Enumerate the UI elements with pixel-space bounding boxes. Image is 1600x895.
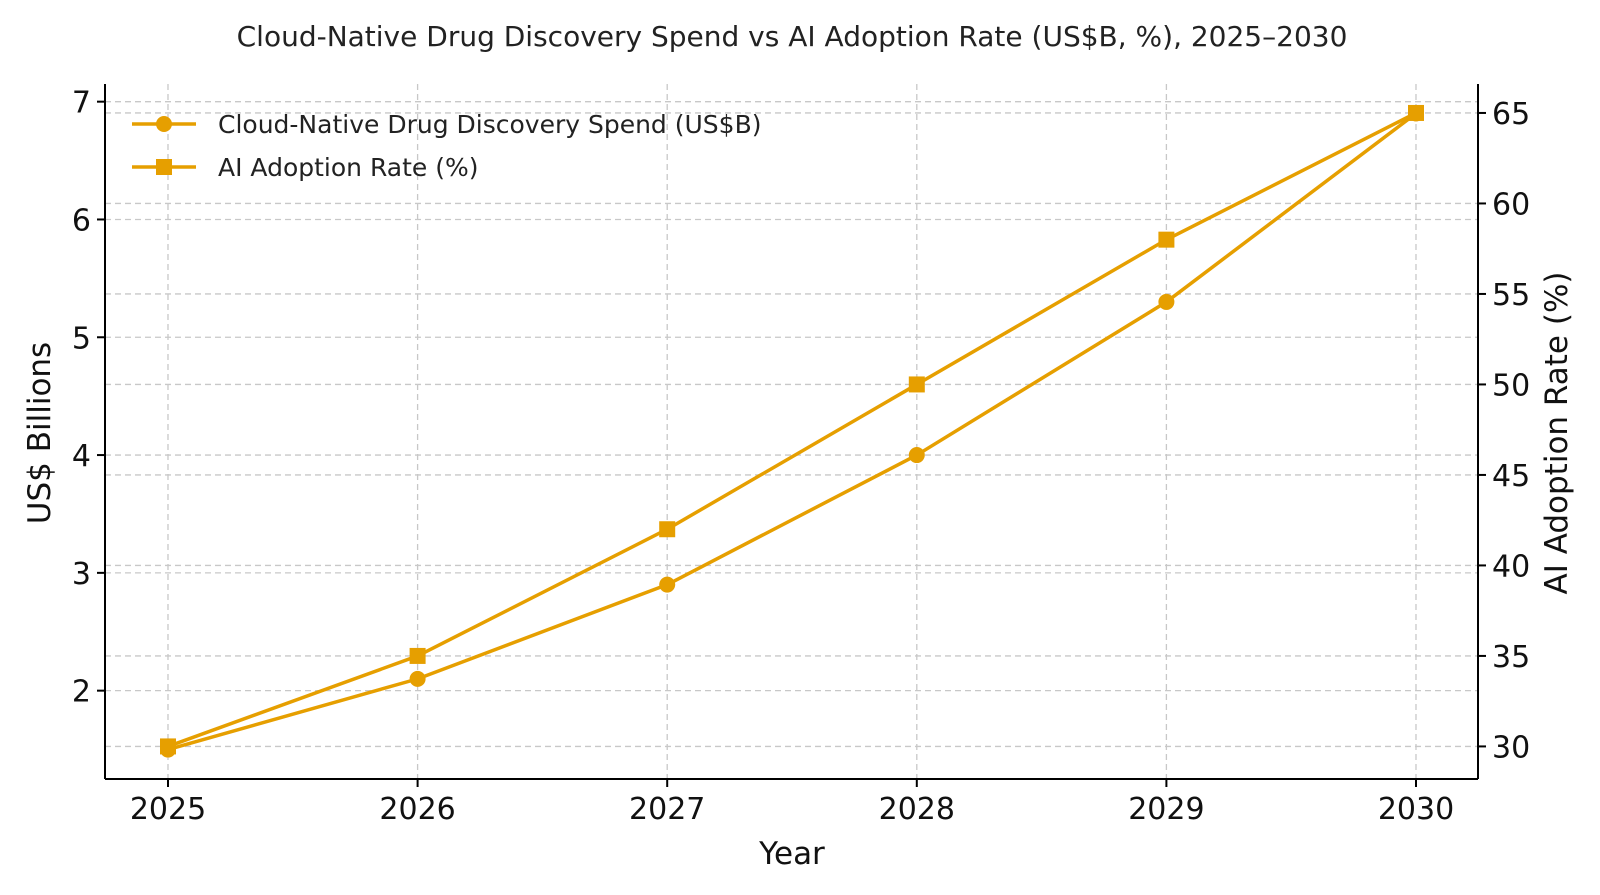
x-tick-label: 2028 — [879, 792, 955, 827]
y-tick-label: 6 — [72, 203, 91, 238]
data-point-square — [908, 376, 925, 393]
right-y-tick-label: 30 — [1492, 730, 1530, 765]
data-point-square — [160, 738, 176, 755]
data-point-circle — [1158, 293, 1175, 310]
legend-label: Cloud-Native Drug Discovery Spend (US$B) — [218, 110, 761, 139]
right-y-axis-ticks: 30 35 40 45 50 55 60 65 — [1478, 97, 1530, 765]
legend-marker-square — [156, 159, 172, 175]
right-y-tick-label: 35 — [1492, 640, 1530, 675]
x-axis-ticks: 2025 2026 2027 2028 2029 2030 — [130, 779, 1454, 827]
data-point-square — [1158, 231, 1175, 248]
x-tick-label: 2029 — [1128, 792, 1204, 827]
data-point-circle — [409, 670, 426, 687]
right-y-tick-label: 45 — [1492, 459, 1530, 494]
x-axis-title: Year — [758, 836, 825, 872]
x-tick-label: 2030 — [1378, 792, 1454, 827]
series-line — [167, 112, 1418, 752]
y-tick-label: 4 — [72, 439, 91, 474]
data-point-circle — [659, 576, 676, 593]
axes — [104, 84, 1479, 780]
series — [160, 104, 1424, 758]
series-2 — [160, 104, 1424, 755]
y-tick-label: 3 — [72, 557, 91, 592]
y-axis-title: US$ Billions — [22, 342, 58, 524]
y-tick-label: 7 — [72, 86, 91, 121]
x-tick-label: 2025 — [130, 792, 206, 827]
data-point-square — [409, 647, 426, 664]
right-y-tick-label: 50 — [1492, 368, 1530, 403]
data-point-circle — [908, 447, 925, 464]
y-tick-label: 5 — [72, 321, 91, 356]
right-y-tick-label: 65 — [1492, 97, 1530, 132]
grid — [105, 84, 1478, 779]
data-point-square — [1408, 104, 1424, 121]
right-y-axis-title: AI Adoption Rate (%) — [1539, 271, 1575, 594]
chart-title: Cloud-Native Drug Discovery Spend vs AI … — [237, 20, 1348, 53]
x-tick-label: 2027 — [629, 792, 705, 827]
series-line — [167, 111, 1417, 749]
x-tick-label: 2026 — [379, 792, 455, 827]
legend: Cloud-Native Drug Discovery Spend (US$B)… — [132, 110, 761, 182]
right-y-tick-label: 40 — [1492, 549, 1530, 584]
right-y-tick-label: 60 — [1492, 187, 1530, 222]
right-y-tick-label: 55 — [1492, 278, 1530, 313]
left-y-axis-ticks: 2 3 4 5 6 7 — [72, 86, 105, 710]
legend-label: AI Adoption Rate (%) — [218, 153, 479, 182]
legend-item: AI Adoption Rate (%) — [132, 153, 479, 182]
y-tick-label: 2 — [72, 675, 91, 710]
legend-item: Cloud-Native Drug Discovery Spend (US$B) — [132, 110, 761, 139]
data-point-square — [659, 521, 676, 538]
legend-marker-circle — [156, 116, 172, 132]
